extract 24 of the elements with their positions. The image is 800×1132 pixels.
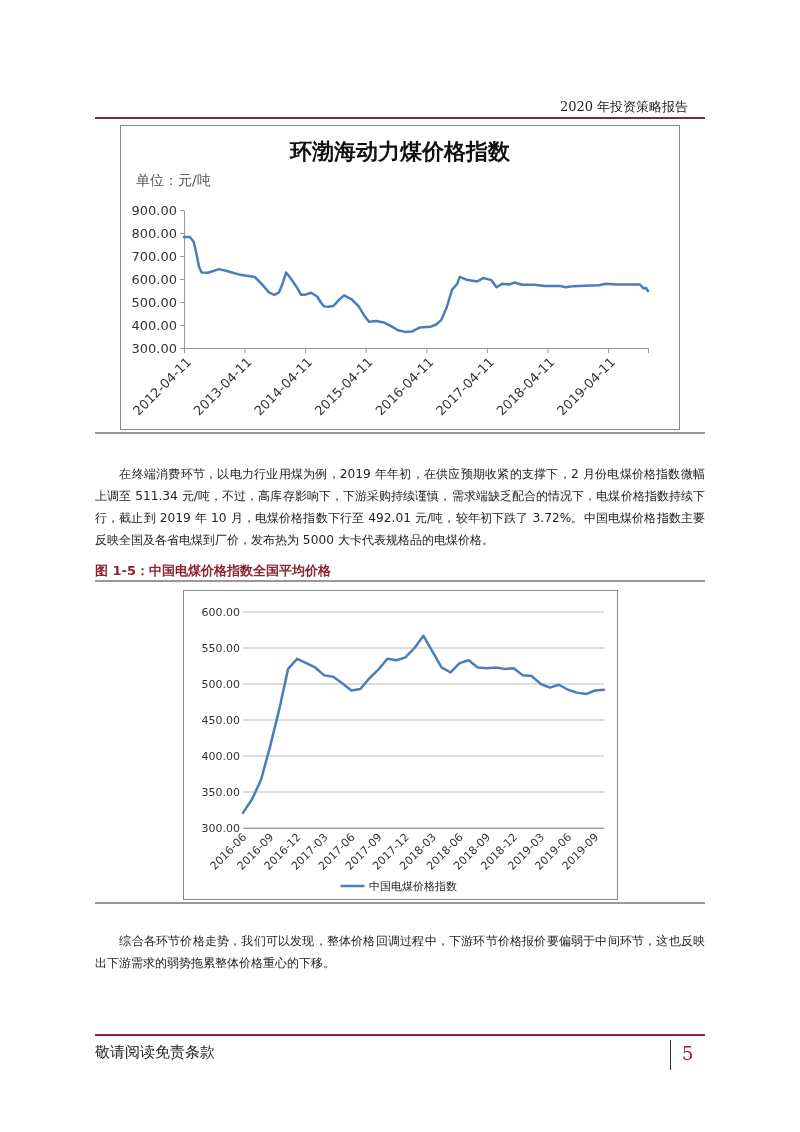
y-tick-label: 600.00 bbox=[131, 271, 177, 287]
chart-title: 环渤海动力煤价格指数 bbox=[289, 139, 511, 164]
legend-label: 中国电煤价格指数 bbox=[368, 880, 457, 893]
text: 综合各环节价格走势，我们可以发现，整体价格回调过程中，下游环节价格报价要偏弱于中间环节，这也反映出下游需求的弱势拖累整体价格重心的下移。 bbox=[95, 933, 705, 972]
y-tick-label: 400.00 bbox=[131, 317, 177, 333]
y-tick-label: 900.00 bbox=[131, 202, 177, 218]
y-tick-label: 800.00 bbox=[131, 225, 177, 241]
text: 2020 年投资策略报告 bbox=[560, 98, 690, 116]
y-tick-label: 350.00 bbox=[201, 786, 240, 800]
y-tick-label: 500.00 bbox=[201, 678, 240, 692]
line-series bbox=[241, 634, 606, 815]
y-tick-label: 400.00 bbox=[201, 750, 240, 764]
y-tick-label: 550.00 bbox=[201, 642, 240, 656]
y-tick-label: 300.00 bbox=[131, 340, 177, 356]
y-axis-title: 单位：元/吨 bbox=[136, 172, 211, 188]
y-tick-label: 450.00 bbox=[201, 714, 240, 728]
chart-title: 图 1-5：中国电煤价格指数全国平均价格 bbox=[95, 562, 332, 580]
text: 5 bbox=[682, 1043, 695, 1064]
y-tick-label: 600.00 bbox=[201, 606, 240, 620]
text: 敬请阅读免责条款 bbox=[95, 1043, 216, 1062]
line-series bbox=[182, 235, 650, 334]
y-tick-label: 500.00 bbox=[131, 294, 177, 310]
text: 在终端消费环节，以电力行业用煤为例，2019 年年初，在供应预期收紧的支撑下，2 月份电煤价格指数微幅上调至 511.34 元/吨，不过，高库存影响下，下游采购持续谨慎，需求端缺乏配合的情况下，电煤价格指数持续下行，截止到 2019 年 10 月，电煤价格指数下行至 492.01 元/吨，较年初下跌了 3.72%。中国电煤价格指数主要反映全国及各省电煤到厂价，发布热为 5000 大卡代表规格品的电煤价格。 bbox=[95, 466, 705, 549]
y-tick-label: 700.00 bbox=[131, 248, 177, 264]
